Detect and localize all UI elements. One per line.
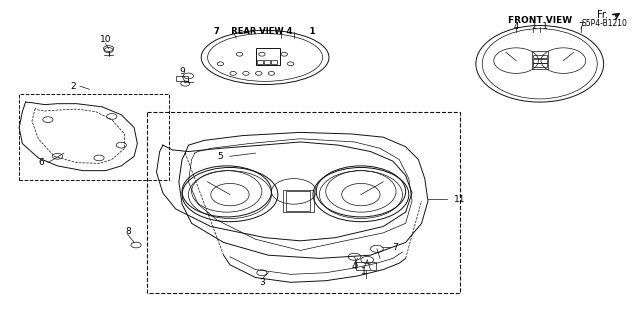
Text: 6: 6 — [38, 158, 44, 167]
Text: 7    REAR VIEW 4      1: 7 REAR VIEW 4 1 — [214, 27, 316, 36]
Bar — [19, 94, 169, 180]
Bar — [147, 112, 460, 293]
Text: 4: 4 — [352, 262, 357, 271]
Text: 8: 8 — [125, 227, 131, 236]
Text: 10: 10 — [100, 35, 111, 44]
Text: 2: 2 — [70, 82, 76, 91]
Text: 4: 4 — [513, 22, 519, 31]
Text: 7: 7 — [579, 22, 584, 31]
Text: Fr.: Fr. — [597, 10, 608, 20]
Text: S5P4-B1210: S5P4-B1210 — [581, 19, 627, 28]
Text: 11: 11 — [454, 195, 466, 204]
Text: 1: 1 — [361, 267, 367, 276]
Text: 1  1: 1 1 — [532, 22, 548, 31]
Text: 9: 9 — [179, 67, 185, 76]
Text: 7: 7 — [392, 243, 397, 252]
Text: 3: 3 — [259, 278, 265, 287]
Text: 5: 5 — [218, 152, 223, 161]
Text: FRONT VIEW: FRONT VIEW — [508, 16, 572, 25]
